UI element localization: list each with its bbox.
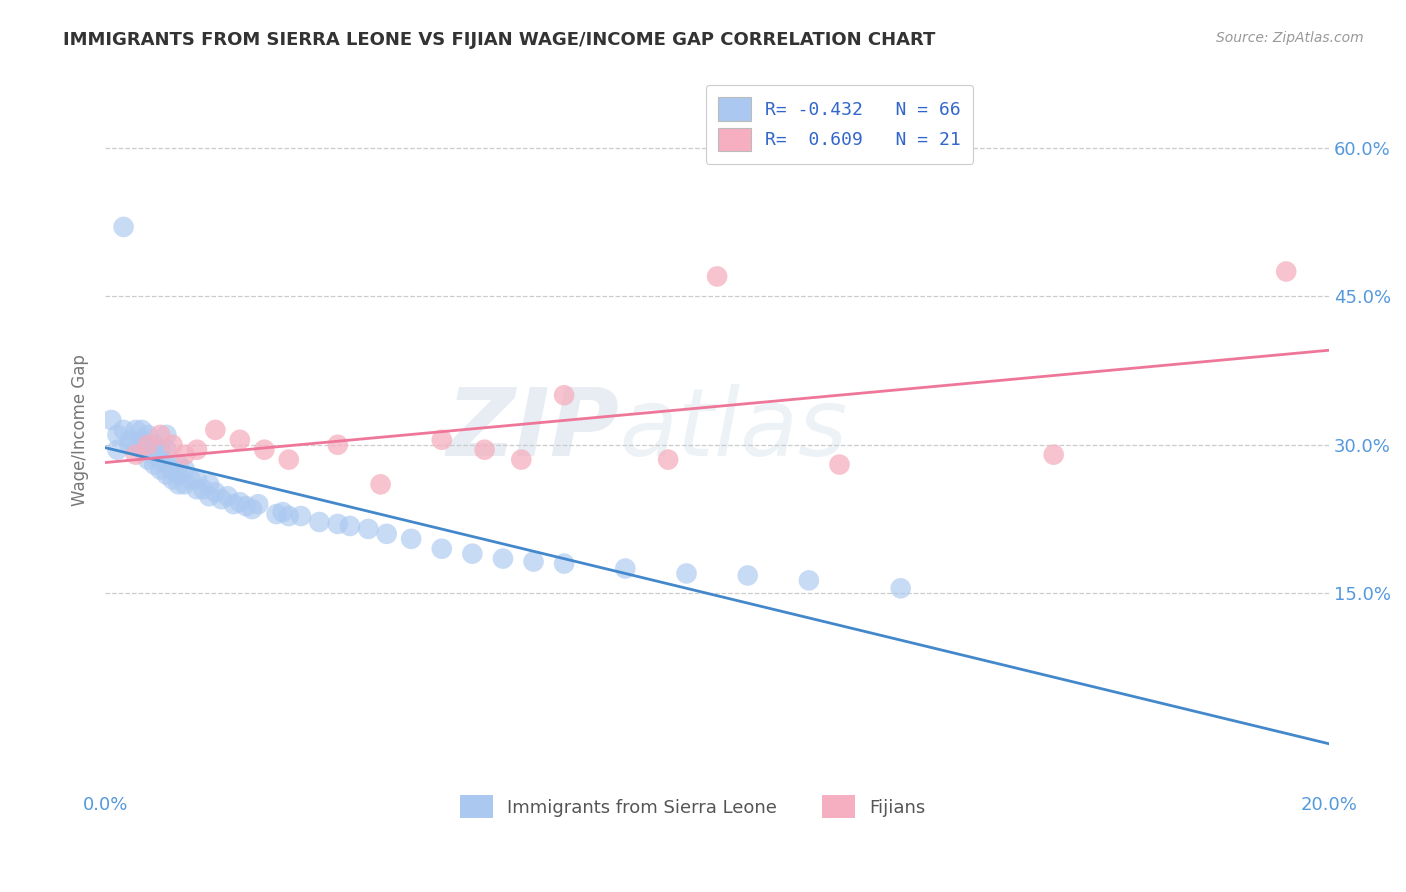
Point [198,477,221,491]
Point [553,557,575,571]
Point [191,483,214,497]
Point [131,423,153,437]
Point [118,433,141,447]
Point [131,442,153,457]
Point [357,522,380,536]
Point [173,462,195,476]
Point [277,509,299,524]
Point [149,462,172,476]
Point [162,462,184,476]
Point [326,438,349,452]
Point [399,532,422,546]
Point [136,438,159,452]
Point [229,433,252,447]
Point [143,458,166,472]
Point [125,448,148,462]
Point [370,477,392,491]
Point [675,566,697,581]
Point [149,442,172,457]
Point [136,442,159,457]
Point [125,423,148,437]
Point [614,561,637,575]
Point [271,505,294,519]
Point [375,527,398,541]
Point [308,515,330,529]
Point [290,509,312,524]
Point [657,452,679,467]
Point [240,502,263,516]
Point [510,452,533,467]
Point [474,442,496,457]
Point [198,489,221,503]
Point [136,452,159,467]
Point [217,489,239,503]
Point [430,541,453,556]
Point [222,497,245,511]
Point [186,442,208,457]
Point [186,472,208,486]
Text: Source: ZipAtlas.com: Source: ZipAtlas.com [1216,31,1364,45]
Point [522,555,544,569]
Point [162,472,184,486]
Point [339,519,361,533]
Point [173,477,195,491]
Point [136,428,159,442]
Point [266,507,288,521]
Point [797,574,820,588]
Text: IMMIGRANTS FROM SIERRA LEONE VS FIJIAN WAGE/INCOME GAP CORRELATION CHART: IMMIGRANTS FROM SIERRA LEONE VS FIJIAN W… [63,31,935,49]
Point [247,497,270,511]
Point [1042,448,1064,462]
Point [1275,264,1298,278]
Legend: Immigrants from Sierra Leone, Fijians: Immigrants from Sierra Leone, Fijians [453,788,932,826]
Point [211,492,233,507]
Point [155,442,177,457]
Point [277,452,299,467]
Point [167,477,190,491]
Point [326,516,349,531]
Point [112,219,135,234]
Point [553,388,575,402]
Point [143,438,166,452]
Point [155,467,177,482]
Point [155,428,177,442]
Point [204,485,226,500]
Point [229,495,252,509]
Point [253,442,276,457]
Point [173,448,195,462]
Point [131,433,153,447]
Point [492,551,515,566]
Point [430,433,453,447]
Point [125,438,148,452]
Point [162,438,184,452]
Text: atlas: atlas [619,384,848,475]
Point [461,547,484,561]
Point [737,568,759,582]
Point [100,413,122,427]
Point [167,467,190,482]
Point [235,499,257,513]
Point [186,483,208,497]
Point [204,423,226,437]
Point [706,269,728,284]
Point [149,428,172,442]
Point [118,438,141,452]
Point [143,448,166,462]
Point [112,423,135,437]
Y-axis label: Wage/Income Gap: Wage/Income Gap [72,354,89,506]
Point [149,452,172,467]
Point [180,472,202,486]
Point [890,582,912,596]
Point [107,428,129,442]
Text: ZIP: ZIP [446,384,619,476]
Point [167,458,190,472]
Point [155,458,177,472]
Point [828,458,851,472]
Point [107,442,129,457]
